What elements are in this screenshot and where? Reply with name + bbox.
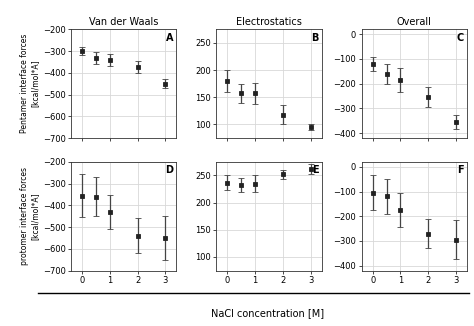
Text: D: D	[165, 165, 173, 175]
Text: A: A	[166, 33, 173, 43]
Text: E: E	[312, 165, 319, 175]
Text: F: F	[457, 165, 464, 175]
Title: Electrostatics: Electrostatics	[236, 17, 302, 27]
Title: Overall: Overall	[397, 17, 432, 27]
Y-axis label: Pentamer interface forces
[kcal/mol*A]: Pentamer interface forces [kcal/mol*A]	[20, 34, 40, 133]
Y-axis label: protomer interface forces
[kcal/mol*A]: protomer interface forces [kcal/mol*A]	[20, 167, 40, 265]
Text: B: B	[311, 33, 319, 43]
Text: C: C	[456, 33, 464, 43]
Text: NaCl concentration [M]: NaCl concentration [M]	[211, 308, 324, 318]
Title: Van der Waals: Van der Waals	[89, 17, 158, 27]
